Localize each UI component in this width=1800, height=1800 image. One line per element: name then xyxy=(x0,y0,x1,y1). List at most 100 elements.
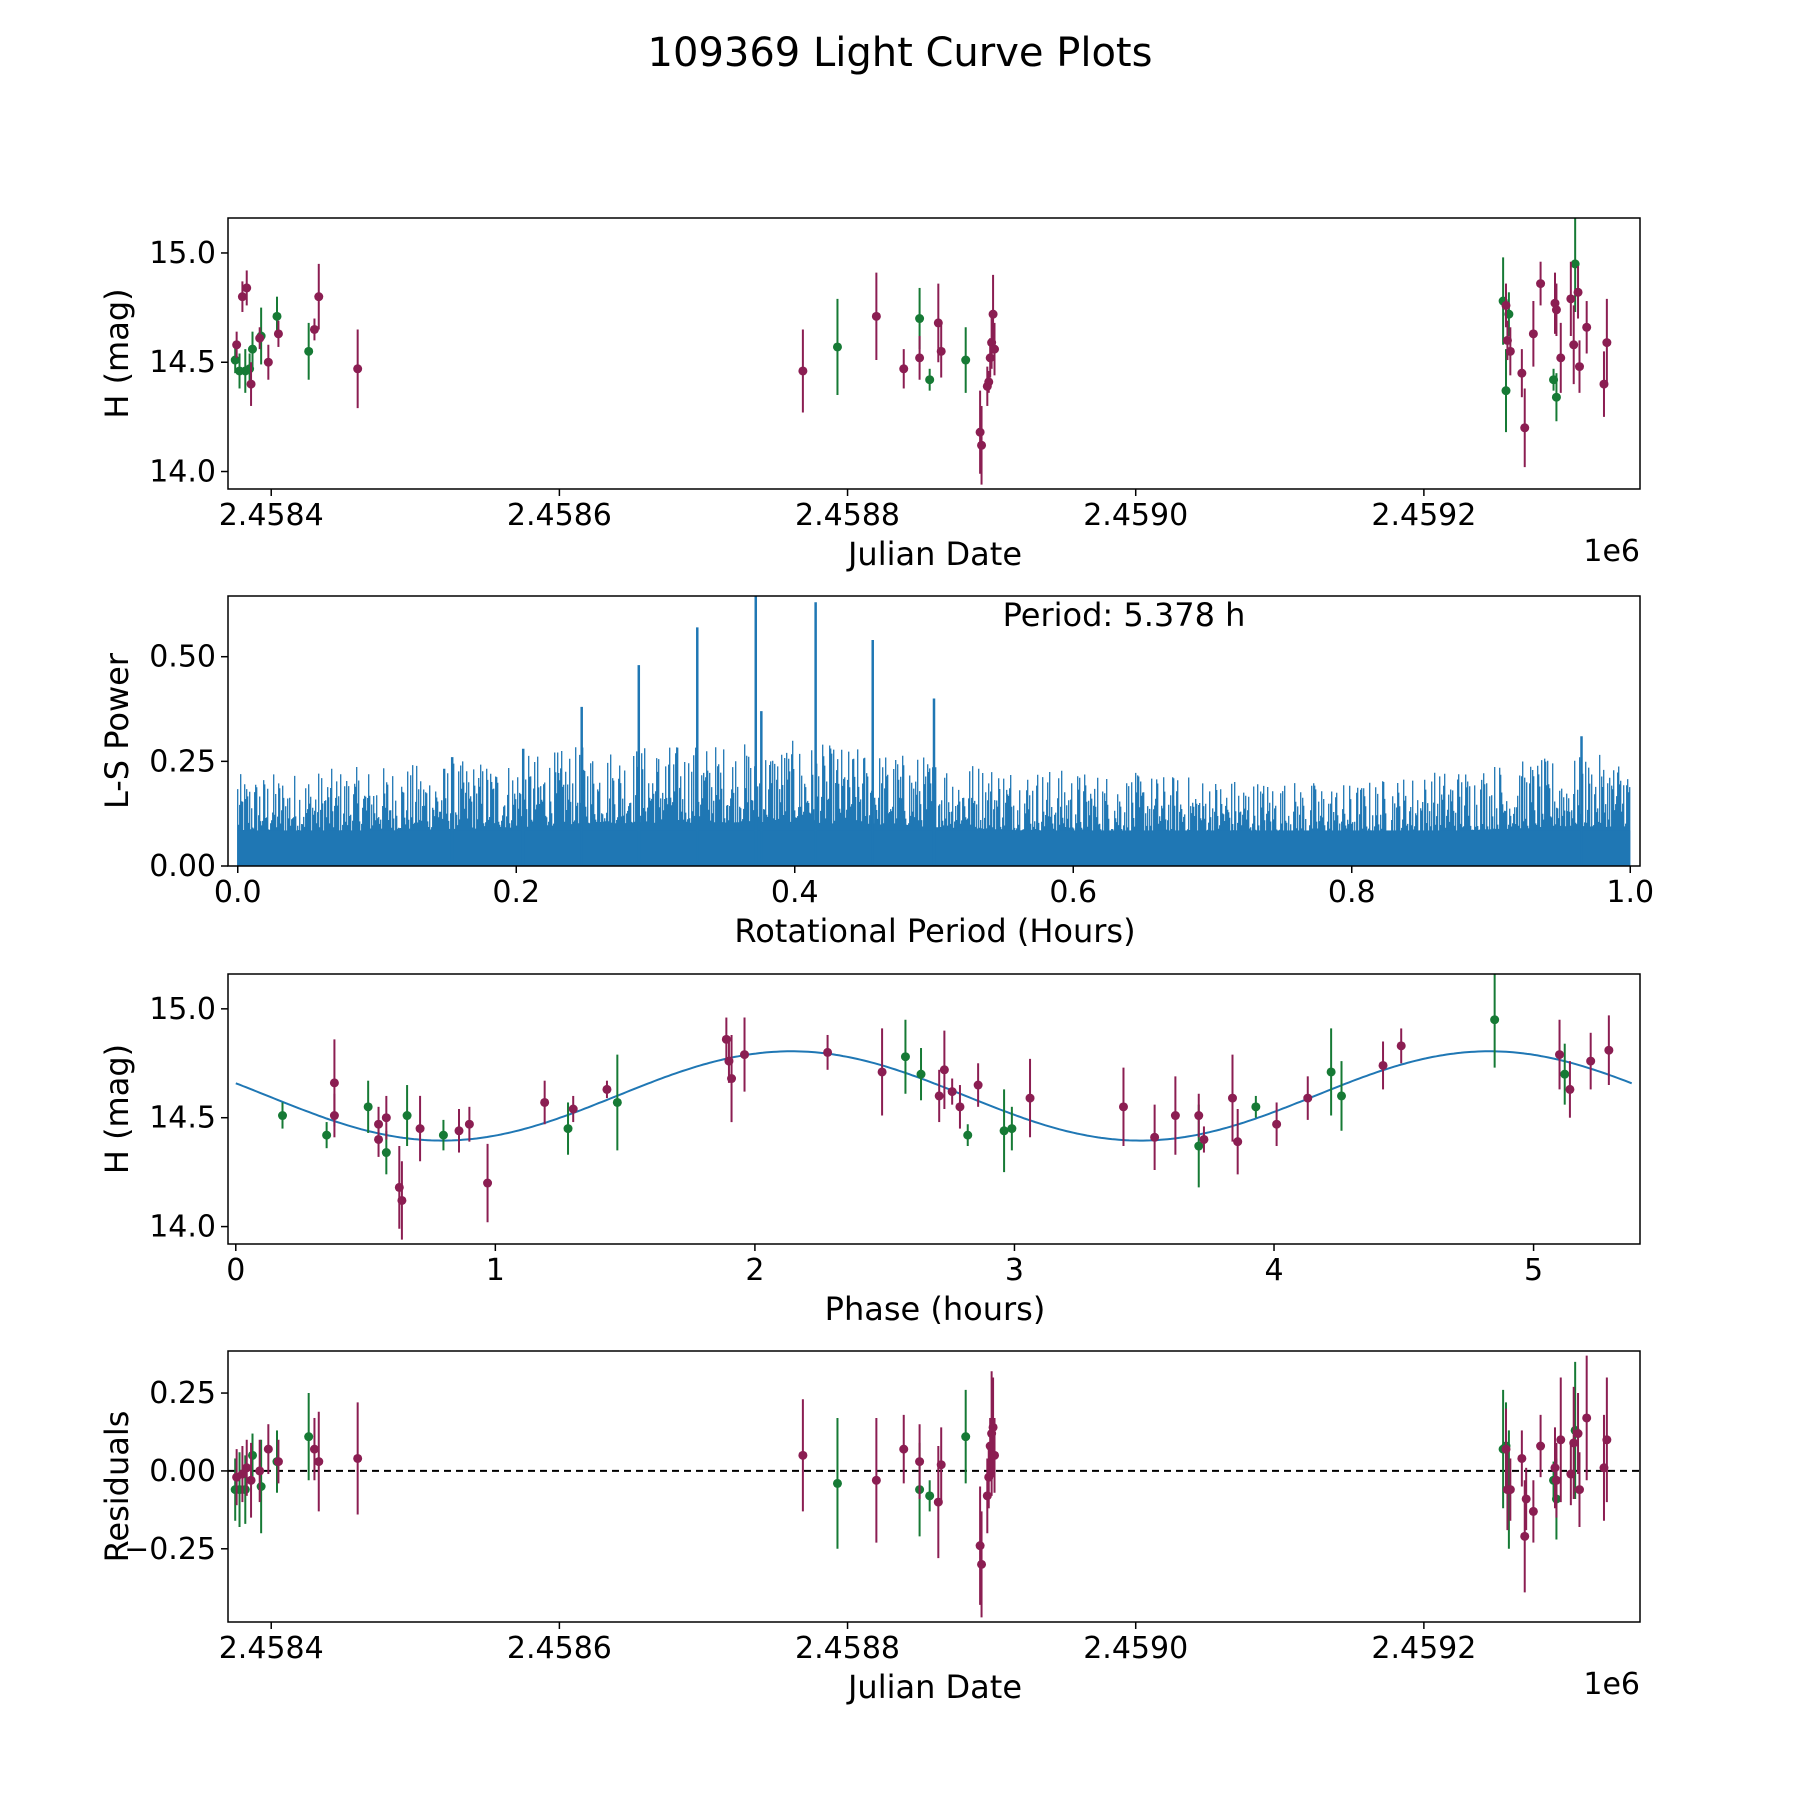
data-point xyxy=(1396,1041,1406,1051)
x-tick-label: 2.4590 xyxy=(1083,498,1188,533)
data-point xyxy=(1551,1475,1561,1485)
x-tick-label: 2 xyxy=(745,1253,764,1288)
data-point xyxy=(1555,1050,1565,1060)
data-point xyxy=(961,355,971,365)
data-point xyxy=(314,1457,324,1467)
data-point xyxy=(464,1119,474,1129)
data-point xyxy=(540,1097,550,1107)
data-point xyxy=(263,357,273,367)
data-point xyxy=(975,427,985,437)
y-tick-label: 15.0 xyxy=(149,992,216,1027)
data-point xyxy=(255,333,265,343)
data-point xyxy=(242,1463,252,1473)
x-tick-label: 1.0 xyxy=(1606,875,1654,910)
x-tick-label: 5 xyxy=(1524,1253,1543,1288)
data-point xyxy=(1574,1485,1584,1495)
x-tick-label: 2.4586 xyxy=(507,498,612,533)
data-point xyxy=(1272,1119,1282,1129)
data-point xyxy=(1233,1137,1243,1147)
data-point xyxy=(1170,1111,1180,1121)
data-point xyxy=(246,1475,256,1485)
data-point xyxy=(963,1130,973,1140)
data-point xyxy=(1505,346,1515,356)
x-tick-label: 2.4584 xyxy=(219,498,324,533)
data-point xyxy=(1337,1091,1347,1101)
data-point xyxy=(415,1124,425,1134)
y-tick-label: 14.5 xyxy=(149,345,216,380)
data-point xyxy=(1536,1441,1546,1451)
data-point xyxy=(322,1130,332,1140)
data-point xyxy=(314,292,324,302)
data-point xyxy=(1517,368,1527,378)
data-point xyxy=(984,377,994,387)
data-point xyxy=(899,1444,909,1454)
data-point xyxy=(939,1065,949,1075)
data-point xyxy=(1602,338,1612,348)
data-point xyxy=(402,1111,412,1121)
data-point xyxy=(438,1130,448,1140)
axes-frame xyxy=(227,595,1641,867)
data-point xyxy=(1007,1124,1017,1134)
data-point xyxy=(1150,1132,1160,1142)
data-point xyxy=(602,1084,612,1094)
x-axis-label: Julian Date xyxy=(846,1668,1022,1706)
data-point xyxy=(1490,1015,1500,1025)
data-point xyxy=(1556,1435,1566,1445)
data-point xyxy=(1528,329,1538,339)
data-point xyxy=(1517,1453,1527,1463)
data-point xyxy=(1378,1060,1388,1070)
x-tick-label: 0.0 xyxy=(214,875,262,910)
panel-lightcurve: 2.4584 2.4586 2.4588 2.4590 2.4592 14.0 14.5 15… xyxy=(98,217,1641,573)
data-point xyxy=(977,1559,987,1569)
data-point xyxy=(1501,300,1511,310)
data-point xyxy=(1560,1069,1570,1079)
data-point xyxy=(304,346,314,356)
y-tick-label: 0.25 xyxy=(149,744,216,779)
y-tick-label: 14.0 xyxy=(149,1210,216,1245)
data-point xyxy=(982,1491,992,1501)
data-point xyxy=(1551,392,1561,402)
x-offset-label: 1e6 xyxy=(1583,534,1640,569)
data-point xyxy=(1303,1093,1313,1103)
data-point xyxy=(242,283,252,293)
data-point xyxy=(740,1050,750,1060)
data-point xyxy=(877,1067,887,1077)
x-tick-label: 0 xyxy=(226,1253,245,1288)
data-point xyxy=(1582,1413,1592,1423)
period-annotation: Period: 5.378 h xyxy=(1003,596,1246,634)
data-point xyxy=(990,1450,1000,1460)
data-point xyxy=(263,1444,273,1454)
data-point xyxy=(1326,1067,1336,1077)
data-point xyxy=(925,375,935,385)
data-point xyxy=(1565,1084,1575,1094)
data-point xyxy=(374,1134,384,1144)
data-point xyxy=(230,355,240,365)
data-point xyxy=(823,1047,833,1057)
data-point xyxy=(278,1111,288,1121)
data-point xyxy=(871,311,881,321)
data-point xyxy=(232,340,242,350)
data-point xyxy=(1586,1056,1596,1066)
data-point xyxy=(832,342,842,352)
data-point xyxy=(947,1087,957,1097)
data-point xyxy=(563,1124,573,1134)
data-point xyxy=(916,1069,926,1079)
data-point xyxy=(915,353,925,363)
data-point xyxy=(1604,1045,1614,1055)
panel-residuals: 2.4584 2.4586 2.4588 2.4590 2.4592 −0.25 0.00 0… xyxy=(98,1350,1641,1706)
data-point xyxy=(936,1460,946,1470)
x-tick-label: 4 xyxy=(1264,1253,1283,1288)
y-axis-label: Residuals xyxy=(98,1411,136,1563)
data-point xyxy=(363,1102,373,1112)
data-point xyxy=(990,344,1000,354)
data-point xyxy=(975,1541,985,1551)
x-tick-label: 2.4588 xyxy=(795,1631,900,1666)
x-tick-label: 0.4 xyxy=(771,875,819,910)
data-point xyxy=(381,1148,391,1158)
y-tick-label: 0.00 xyxy=(149,849,216,884)
data-point xyxy=(304,1432,314,1442)
data-point xyxy=(353,1453,363,1463)
x-axis-label: Julian Date xyxy=(846,535,1022,573)
data-point xyxy=(1251,1102,1261,1112)
